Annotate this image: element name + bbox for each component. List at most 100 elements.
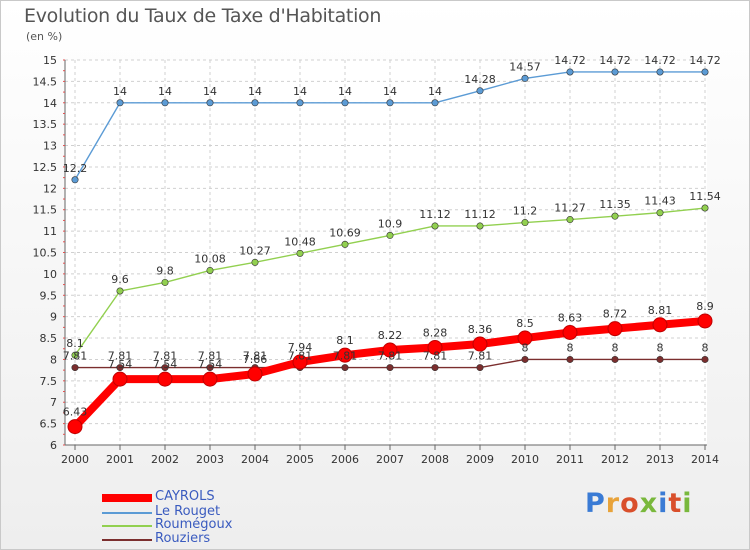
- data-label: 10.48: [284, 235, 316, 248]
- data-point: [157, 371, 173, 387]
- y-tick-label: 14: [43, 97, 57, 110]
- legend-label: CAYROLS: [155, 489, 215, 504]
- data-point: [476, 364, 484, 372]
- data-point: [656, 68, 664, 76]
- data-point: [251, 258, 259, 266]
- data-label: 11.43: [644, 195, 676, 208]
- x-tick-label: 2012: [601, 453, 629, 466]
- x-tick-label: 2002: [151, 453, 179, 466]
- y-tick-label: 6.5: [40, 418, 58, 431]
- data-label: 11.12: [464, 208, 496, 221]
- data-label: 14.72: [599, 54, 631, 67]
- legend-label: Le Rouget: [155, 504, 221, 519]
- data-label: 12.2: [63, 162, 88, 175]
- grid: [65, 59, 707, 446]
- logo-letter: o: [620, 488, 640, 519]
- data-label: 11.35: [599, 198, 631, 211]
- data-point: [521, 74, 529, 82]
- data-point: [566, 355, 574, 363]
- data-label: 9.6: [111, 273, 129, 286]
- data-label: 10.69: [329, 226, 361, 239]
- data-label: 8.81: [648, 304, 673, 317]
- data-point: [656, 355, 664, 363]
- data-label: 8: [612, 341, 619, 354]
- data-point: [296, 99, 304, 107]
- data-label: 10.9: [378, 217, 403, 230]
- data-point: [566, 68, 574, 76]
- data-point: [112, 371, 128, 387]
- data-label: 11.12: [419, 208, 451, 221]
- data-label: 7.81: [243, 350, 268, 363]
- data-label: 7.94: [288, 341, 313, 354]
- data-label: 14.72: [644, 54, 676, 67]
- data-label: 7.81: [378, 350, 403, 363]
- data-label: 6.43: [63, 406, 88, 419]
- data-point: [607, 321, 623, 337]
- data-label: 8.72: [603, 308, 628, 321]
- logo-letter: i: [658, 488, 669, 519]
- y-tick-label: 15: [43, 54, 57, 67]
- data-point: [67, 419, 83, 435]
- data-label: 7.81: [153, 350, 178, 363]
- logo-letter: i: [682, 488, 693, 519]
- data-point: [71, 351, 79, 359]
- chart-title: Evolution du Taux de Taxe d'Habitation: [24, 5, 382, 27]
- data-point: [611, 68, 619, 76]
- data-point: [202, 371, 218, 387]
- logo-letter: t: [668, 488, 683, 519]
- y-tick-label: 12: [43, 182, 57, 195]
- data-point: [337, 347, 353, 363]
- data-point: [611, 355, 619, 363]
- data-point: [521, 355, 529, 363]
- data-point: [161, 278, 169, 286]
- data-label: 14: [203, 85, 217, 98]
- data-label: 7.54: [108, 358, 133, 371]
- data-label: 14.72: [689, 54, 721, 67]
- data-point: [296, 249, 304, 257]
- data-point: [697, 313, 713, 329]
- data-point: [206, 99, 214, 107]
- data-point: [431, 364, 439, 372]
- data-label: 14: [428, 85, 442, 98]
- data-label: 14.57: [509, 60, 541, 73]
- data-label: 10.27: [239, 244, 271, 257]
- legend-swatch: [102, 525, 152, 527]
- x-tick-label: 2003: [196, 453, 224, 466]
- data-label: 7.81: [108, 350, 133, 363]
- proxiti-logo: Proxiti: [585, 488, 693, 519]
- data-point: [71, 364, 79, 372]
- data-label: 7.54: [198, 358, 223, 371]
- data-label: 10.08: [194, 252, 226, 265]
- data-point: [116, 364, 124, 372]
- data-point: [116, 287, 124, 295]
- y-tick-label: 9.5: [40, 289, 58, 302]
- data-label: 14: [248, 85, 262, 98]
- data-label: 7.81: [63, 350, 88, 363]
- data-point: [566, 216, 574, 224]
- x-tick-label: 2000: [61, 453, 89, 466]
- data-label: 7.81: [333, 350, 358, 363]
- y-tick-label: 10.5: [33, 247, 58, 260]
- data-label: 8.1: [336, 334, 354, 347]
- data-label: 8.22: [378, 329, 403, 342]
- legend-swatch: [102, 494, 152, 502]
- x-tick-label: 2010: [511, 453, 539, 466]
- data-point: [161, 364, 169, 372]
- y-tick-label: 8.5: [40, 332, 58, 345]
- y-tick-label: 7: [50, 396, 57, 409]
- data-point: [611, 212, 619, 220]
- data-point: [341, 240, 349, 248]
- legend-label: Rouziers: [155, 531, 211, 546]
- data-label: 8.28: [423, 326, 448, 339]
- data-point: [656, 209, 664, 217]
- y-tick-label: 10: [43, 268, 57, 281]
- legend-swatch: [102, 512, 152, 514]
- x-tick-label: 2014: [691, 453, 719, 466]
- data-label: 7.81: [198, 350, 223, 363]
- data-labels: 12.2 14 14 14 14 14 14 14 14 14.28 14.57 14.72 14.72…: [63, 54, 721, 419]
- data-point: [206, 364, 214, 372]
- data-point: [292, 354, 308, 370]
- series: [67, 68, 713, 435]
- data-point: [427, 339, 443, 355]
- y-tick-label: 11: [43, 225, 57, 238]
